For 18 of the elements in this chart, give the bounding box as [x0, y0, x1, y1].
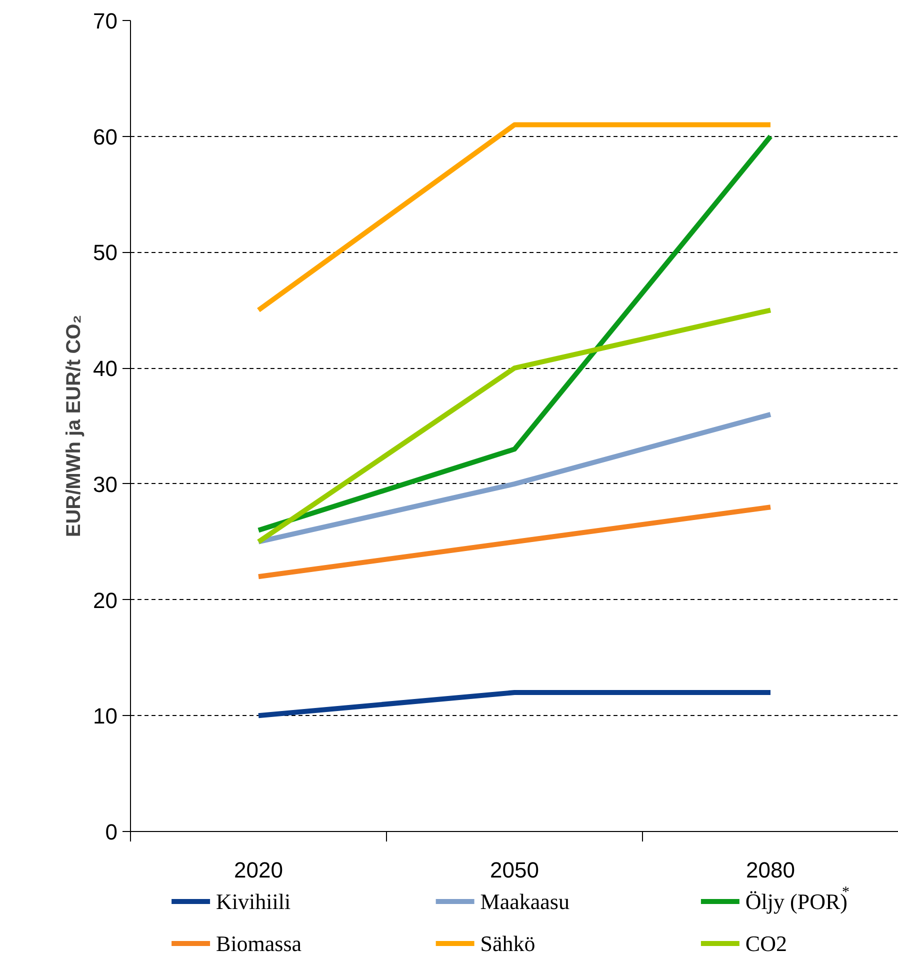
y-tick-label: 10 [93, 704, 118, 729]
legend-label: Maakaasu [480, 889, 570, 914]
legend-label: Öljy (POR)* [745, 884, 850, 914]
y-tick-label: 0 [105, 820, 118, 844]
x-tick-label: 2050 [490, 858, 539, 882]
legend-label: Biomassa [216, 931, 302, 956]
legend-label: Sähkö [480, 931, 536, 956]
y-tick-label: 20 [93, 588, 118, 613]
y-tick-label: 60 [93, 124, 118, 150]
y-tick-label: 30 [93, 472, 118, 497]
y-tick-label: 40 [93, 356, 118, 382]
y-tick-label: 50 [93, 240, 118, 266]
y-axis-title: EUR/MWh ja EUR/t CO₂ [63, 314, 86, 538]
x-tick-label: 2080 [746, 858, 795, 882]
legend-label: CO2 [745, 931, 787, 956]
legend-label: Kivihiili [216, 889, 291, 914]
y-tick-label: 70 [93, 8, 118, 34]
x-tick-label: 2020 [234, 858, 283, 882]
